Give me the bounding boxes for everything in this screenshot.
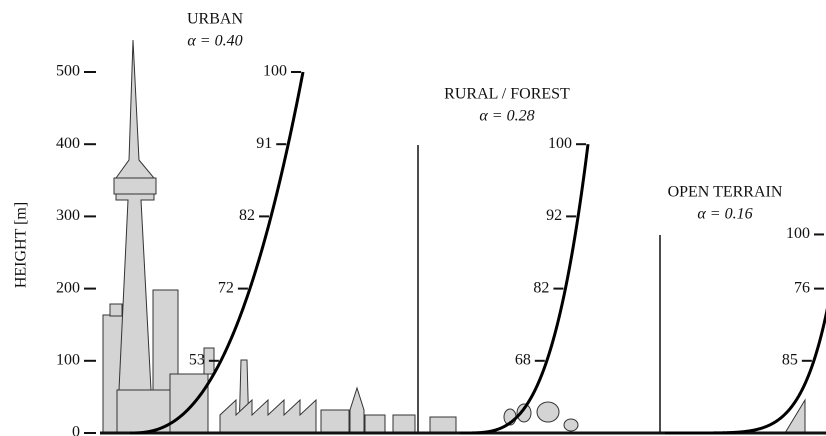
y-tick-label: 500 bbox=[56, 63, 80, 80]
wind-profile bbox=[460, 144, 590, 435]
marker-label: 91 bbox=[256, 135, 272, 152]
marker-label: 72 bbox=[218, 279, 234, 296]
profile-title: OPEN TERRAIN bbox=[668, 184, 783, 201]
marker-label: 53 bbox=[189, 351, 205, 368]
profile-alpha: α = 0.16 bbox=[697, 206, 752, 223]
y-tick-label: 300 bbox=[56, 207, 80, 224]
axis-label: HEIGHT [m] bbox=[13, 202, 30, 288]
marker-label: 100 bbox=[548, 135, 572, 152]
marker-label: 82 bbox=[533, 279, 549, 296]
scenery bbox=[102, 39, 806, 434]
marker-label: 82 bbox=[239, 207, 255, 224]
wind-profile bbox=[665, 307, 826, 435]
marker-label: 92 bbox=[546, 207, 562, 224]
y-tick-label: 200 bbox=[56, 279, 80, 296]
y-tick-label: 100 bbox=[56, 351, 80, 368]
y-tick-label: 0 bbox=[72, 424, 80, 436]
wind-profile bbox=[130, 71, 305, 435]
y-tick-label: 400 bbox=[56, 135, 80, 152]
profile-title: RURAL / FOREST bbox=[444, 86, 570, 103]
profile-alpha: α = 0.40 bbox=[187, 33, 242, 50]
marker-label: 85 bbox=[782, 351, 798, 368]
profile-title: URBAN bbox=[187, 11, 243, 28]
marker-label: 100 bbox=[786, 225, 810, 242]
profile-alpha: α = 0.28 bbox=[479, 108, 534, 125]
marker-label: 68 bbox=[515, 351, 531, 368]
marker-label: 100 bbox=[263, 63, 287, 80]
marker-label: 76 bbox=[794, 279, 810, 296]
